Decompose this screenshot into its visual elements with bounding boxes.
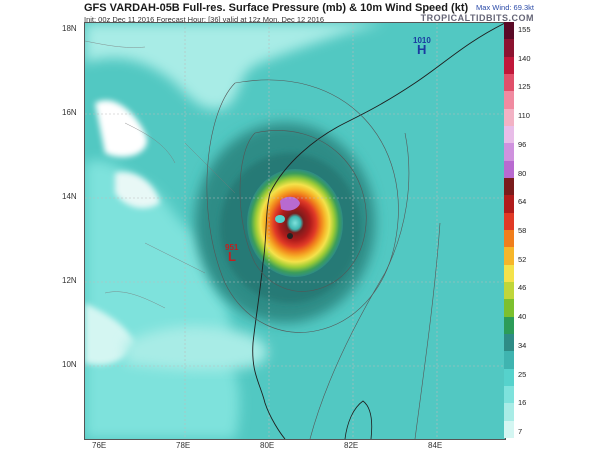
lat-label-16n: 16N [62,108,77,117]
lon-label-76e: 76E [92,441,107,450]
colorbar-tick-label: 16 [518,398,527,408]
colorbar-tick-label: 96 [518,139,527,149]
colorbar-segment [504,195,514,214]
colorbar-segment [504,299,514,318]
colorbar-segment [504,230,514,248]
colorbar-tick-label: 58 [518,226,527,235]
lon-label-82e: 82E [344,441,359,450]
high-pressure-marker: H [417,42,427,57]
colorbar-segment [504,316,514,335]
colorbar-segment [504,212,514,231]
chart-title: GFS VARDAH-05B Full-res. Surface Pressur… [84,2,469,14]
colorbar-segment [504,126,514,144]
colorbar-segment [504,22,514,40]
colorbar-segment [504,56,514,75]
colorbar-tick-label: 140 [518,53,531,63]
weak-wind-north-region [85,23,385,110]
colorbar-segment [504,160,514,179]
colorbar-tick-label: 155 [518,25,531,34]
colorbar-segment [504,403,514,422]
colorbar-segment [504,351,514,370]
colorbar-segment [504,368,514,387]
lon-label-80e: 80E [260,441,275,450]
calm-wind-patch-3 [85,303,135,365]
colorbar-segment [504,143,514,162]
colorbar-tick-label: 25 [518,369,527,379]
calm-wind-patch-1 [95,100,147,157]
max-wind-readout: Max Wind: 69.3kt [476,3,534,12]
brand-watermark: TROPICALTIDBITS.COM [420,13,534,23]
sea-wind-band [125,326,268,371]
colorbar [504,22,514,439]
map-svg [85,23,505,439]
colorbar-segment [504,386,514,404]
colorbar-tick-label: 34 [518,340,527,350]
colorbar-tick-label: 52 [518,254,527,264]
colorbar-segment [504,247,514,266]
colorbar-segment [504,282,514,300]
lat-label-12n: 12N [62,276,77,285]
low-pressure-marker: L [228,249,236,264]
colorbar-tick-label: 80 [518,168,527,178]
state-borders [85,40,236,309]
low-pressure-value: 951 [225,243,239,252]
sri-lanka-coast [344,400,373,439]
pressure-center-dot [287,233,293,239]
colorbar-tick-label: 46 [518,283,527,293]
colorbar-segment [504,108,514,127]
grid-lines [85,23,505,439]
isobars [206,79,441,439]
lat-label-10n: 10N [62,360,77,369]
high-pressure-value: 1010 [413,36,431,45]
storm-eye [275,215,285,223]
colorbar-segment [504,39,514,58]
colorbar-tick-label: 64 [518,197,527,207]
colorbar-tick-label: 110 [518,111,530,121]
cyclone-wind-core [247,169,343,277]
colorbar-tick-label: 40 [518,312,527,322]
coastline [252,23,505,439]
colorbar-segment [504,420,514,439]
chart-subtitle: Init: 00z Dec 11 2016 Forecast Hour: [36… [84,15,324,24]
colorbar-segment [504,91,514,110]
map-plot [84,22,506,440]
colorbar-tick-label: 125 [518,82,531,92]
colorbar-segment [504,334,514,352]
colorbar-tick-label: 7 [518,427,523,436]
lat-label-14n: 14N [62,192,77,201]
colorbar-segment [504,74,514,92]
lon-label-78e: 78E [176,441,191,450]
calm-wind-patch-2 [115,172,160,209]
colorbar-segment [504,264,514,283]
lat-label-18n: 18N [62,24,77,33]
colorbar-segment [504,178,514,196]
max-wind-patch [280,196,300,211]
lon-label-84e: 84E [428,441,443,450]
